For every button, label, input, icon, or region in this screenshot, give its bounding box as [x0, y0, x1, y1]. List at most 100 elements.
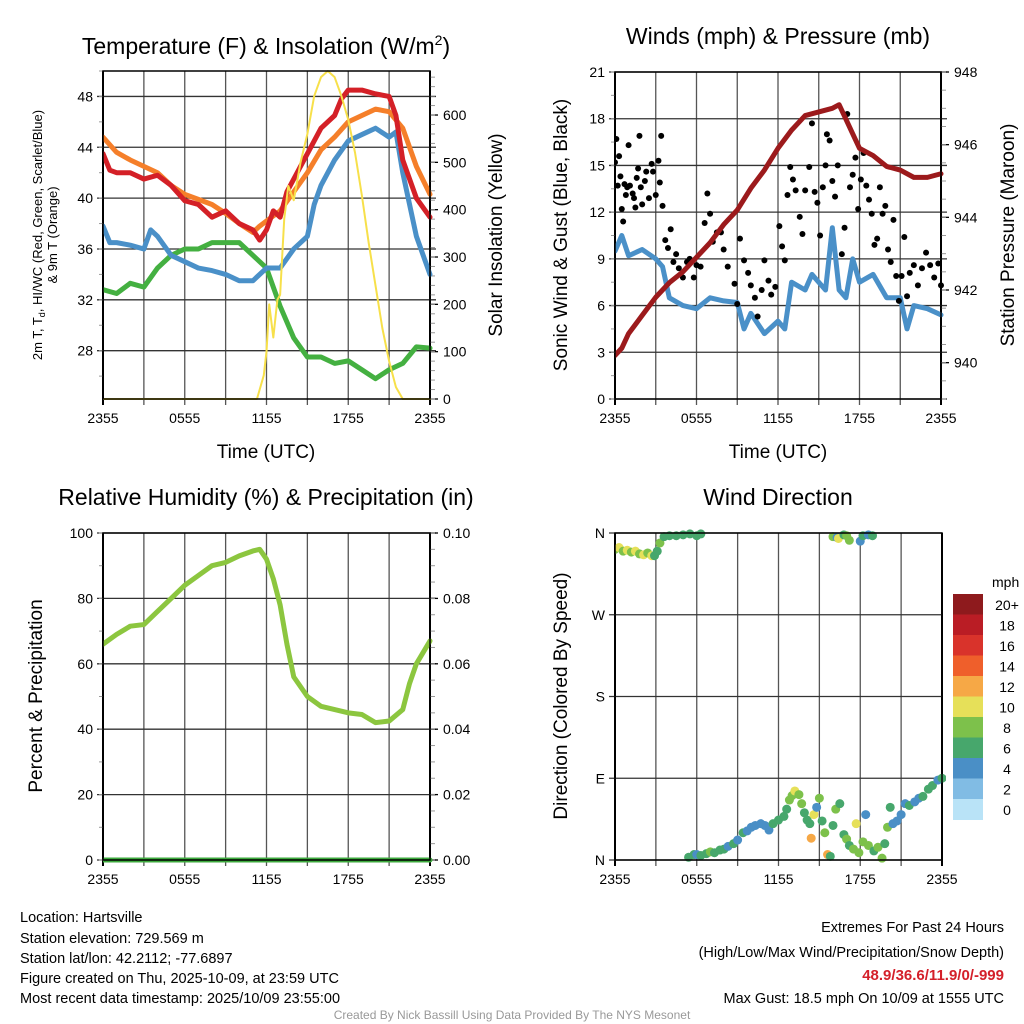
- y-tick-label: 21: [589, 64, 605, 80]
- gust-point: [772, 283, 779, 290]
- chart-panel-2: 2355 0555 1155 1755 2355 0 20 40 60 80 100 0.00 0.02…: [70, 525, 471, 887]
- gust-point: [620, 218, 627, 225]
- wind-direction-point: [652, 546, 662, 556]
- y-right-tick-label: 948: [954, 64, 978, 80]
- wind-direction-point: [794, 790, 804, 800]
- wind-direction-point: [696, 529, 706, 539]
- gust-point: [758, 287, 765, 293]
- colorbar-swatch: [953, 799, 983, 820]
- y-tick-label: N: [595, 525, 605, 541]
- y-right-tick-label: 500: [443, 154, 467, 170]
- y-right-tick-label: 400: [443, 202, 467, 218]
- wind-direction-point: [809, 810, 819, 820]
- chart-panel-1: 2355 0555 1155 1755 2355 0 3 6 9 12 15 18 21 940 942 94…: [589, 64, 977, 426]
- plot-frame: [102, 70, 431, 400]
- gust-point: [808, 120, 815, 127]
- gust-point: [645, 195, 652, 202]
- gust-point: [784, 192, 791, 199]
- gust-point: [852, 154, 859, 161]
- wind-direction-point: [896, 810, 906, 820]
- temp-x-axis-label: Time (UTC): [217, 442, 316, 463]
- y-tick-label: 32: [77, 292, 93, 308]
- colorbar-label: 6: [1003, 741, 1011, 757]
- plot-frame: [102, 532, 431, 861]
- y-tick-label: 28: [77, 343, 93, 359]
- gust-point: [890, 216, 897, 223]
- colorbar-label: 10: [999, 700, 1015, 716]
- gust-point: [670, 258, 677, 265]
- gust-point: [741, 257, 748, 264]
- gust-point: [792, 187, 799, 194]
- gust-point: [616, 153, 623, 160]
- colorbar-label: 0: [1003, 802, 1011, 818]
- wind-direction-point: [814, 793, 824, 803]
- x-tick-label: 1155: [251, 410, 281, 426]
- y-tick-label: 15: [589, 157, 605, 173]
- gust-point: [643, 168, 650, 175]
- plot-area: [615, 529, 946, 863]
- gust-point: [906, 269, 913, 276]
- y-tick-label: 100: [70, 525, 94, 541]
- gust-point: [720, 246, 727, 253]
- gust-point: [787, 163, 794, 170]
- gust-point: [658, 132, 665, 139]
- y-tick-label: 60: [77, 656, 93, 672]
- gust-point: [754, 313, 761, 320]
- gust-point: [781, 257, 788, 264]
- wind-direction-point: [892, 816, 902, 826]
- station-info: Location: Hartsville Station elevation: …: [20, 910, 340, 1007]
- gust-point: [664, 244, 671, 251]
- rh-chart-title: Relative Humidity (%) & Precipitation (i…: [58, 484, 473, 510]
- gust-point: [814, 199, 821, 206]
- gust-point: [819, 184, 826, 191]
- wind-direction-y-axis-label: Direction (Colored By Speed): [551, 572, 572, 819]
- pressure-axis-label: Station Pressure (Maroon): [998, 124, 1019, 347]
- winds-x-axis-label: Time (UTC): [729, 442, 828, 463]
- gust-point: [751, 294, 758, 301]
- y-right-tick-label: 0: [443, 391, 451, 407]
- x-tick-label: 2355: [414, 410, 445, 426]
- y-tick-label: 12: [589, 204, 605, 220]
- gust-point: [887, 258, 894, 265]
- y-tick-label: N: [595, 852, 605, 868]
- wind-direction-point: [854, 848, 864, 858]
- y-tick-label: S: [596, 689, 605, 705]
- gust-point: [697, 263, 704, 270]
- winds-y-axis-label: Sonic Wind & Gust (Blue, Black): [551, 99, 572, 371]
- winds-chart-title: Winds (mph) & Pressure (mb): [626, 23, 930, 49]
- temp-y-axis-label-line2: & 9m T (Orange): [45, 186, 60, 283]
- x-tick-label: 2355: [599, 410, 630, 426]
- wind-direction-point: [927, 781, 937, 791]
- gust-point: [895, 297, 902, 304]
- extremes-title: Extremes For Past 24 Hours: [821, 920, 1004, 936]
- y-right-tick-label: 0.04: [443, 721, 470, 737]
- gust-point: [636, 132, 643, 139]
- x-tick-label: 2355: [599, 871, 630, 887]
- gust-point: [704, 190, 711, 197]
- gust-point: [656, 179, 663, 186]
- gust-point: [631, 195, 638, 202]
- gust-point: [745, 269, 752, 276]
- colorbar-label: 16: [999, 638, 1015, 654]
- gust-point: [736, 235, 743, 242]
- x-tick-label: 2355: [926, 871, 957, 887]
- elevation-text: Station elevation: 729.569 m: [20, 931, 204, 947]
- rh-y-axis-label: Percent & Precipitation: [26, 599, 47, 792]
- wind-direction-point: [799, 808, 809, 818]
- gust-point: [838, 251, 845, 258]
- gust-point: [796, 213, 803, 220]
- gust-point: [626, 182, 633, 189]
- wind-direction-point: [797, 799, 807, 809]
- y-right-tick-label: 0.00: [443, 852, 470, 868]
- wind-direction-point: [806, 833, 816, 843]
- wind-direction-point: [805, 819, 815, 829]
- credit-text: Created By Nick Bassill Using Data Provi…: [334, 1008, 691, 1022]
- extremes-values: 48.9/36.6/11.9/0/-999: [862, 967, 1004, 984]
- plot-area: [103, 70, 433, 400]
- wind-direction-point: [820, 828, 830, 838]
- wind-direction-point: [885, 802, 895, 812]
- gust-point: [633, 174, 640, 181]
- y-right-tick-label: 0.10: [443, 525, 470, 541]
- y-tick-label: 3: [597, 344, 605, 360]
